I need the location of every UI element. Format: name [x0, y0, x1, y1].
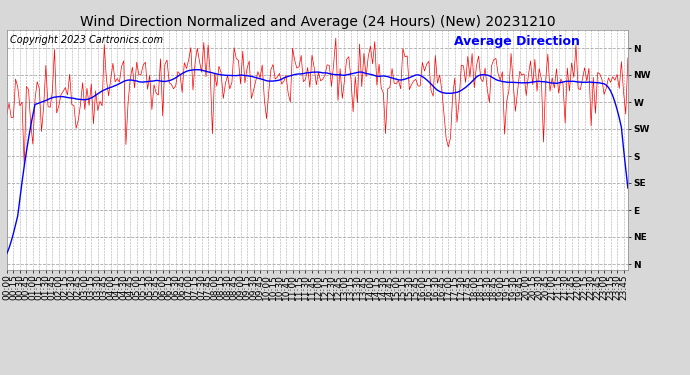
Text: Copyright 2023 Cartronics.com: Copyright 2023 Cartronics.com — [10, 35, 163, 45]
Title: Wind Direction Normalized and Average (24 Hours) (New) 20231210: Wind Direction Normalized and Average (2… — [79, 15, 555, 29]
Text: Average Direction: Average Direction — [454, 35, 580, 48]
